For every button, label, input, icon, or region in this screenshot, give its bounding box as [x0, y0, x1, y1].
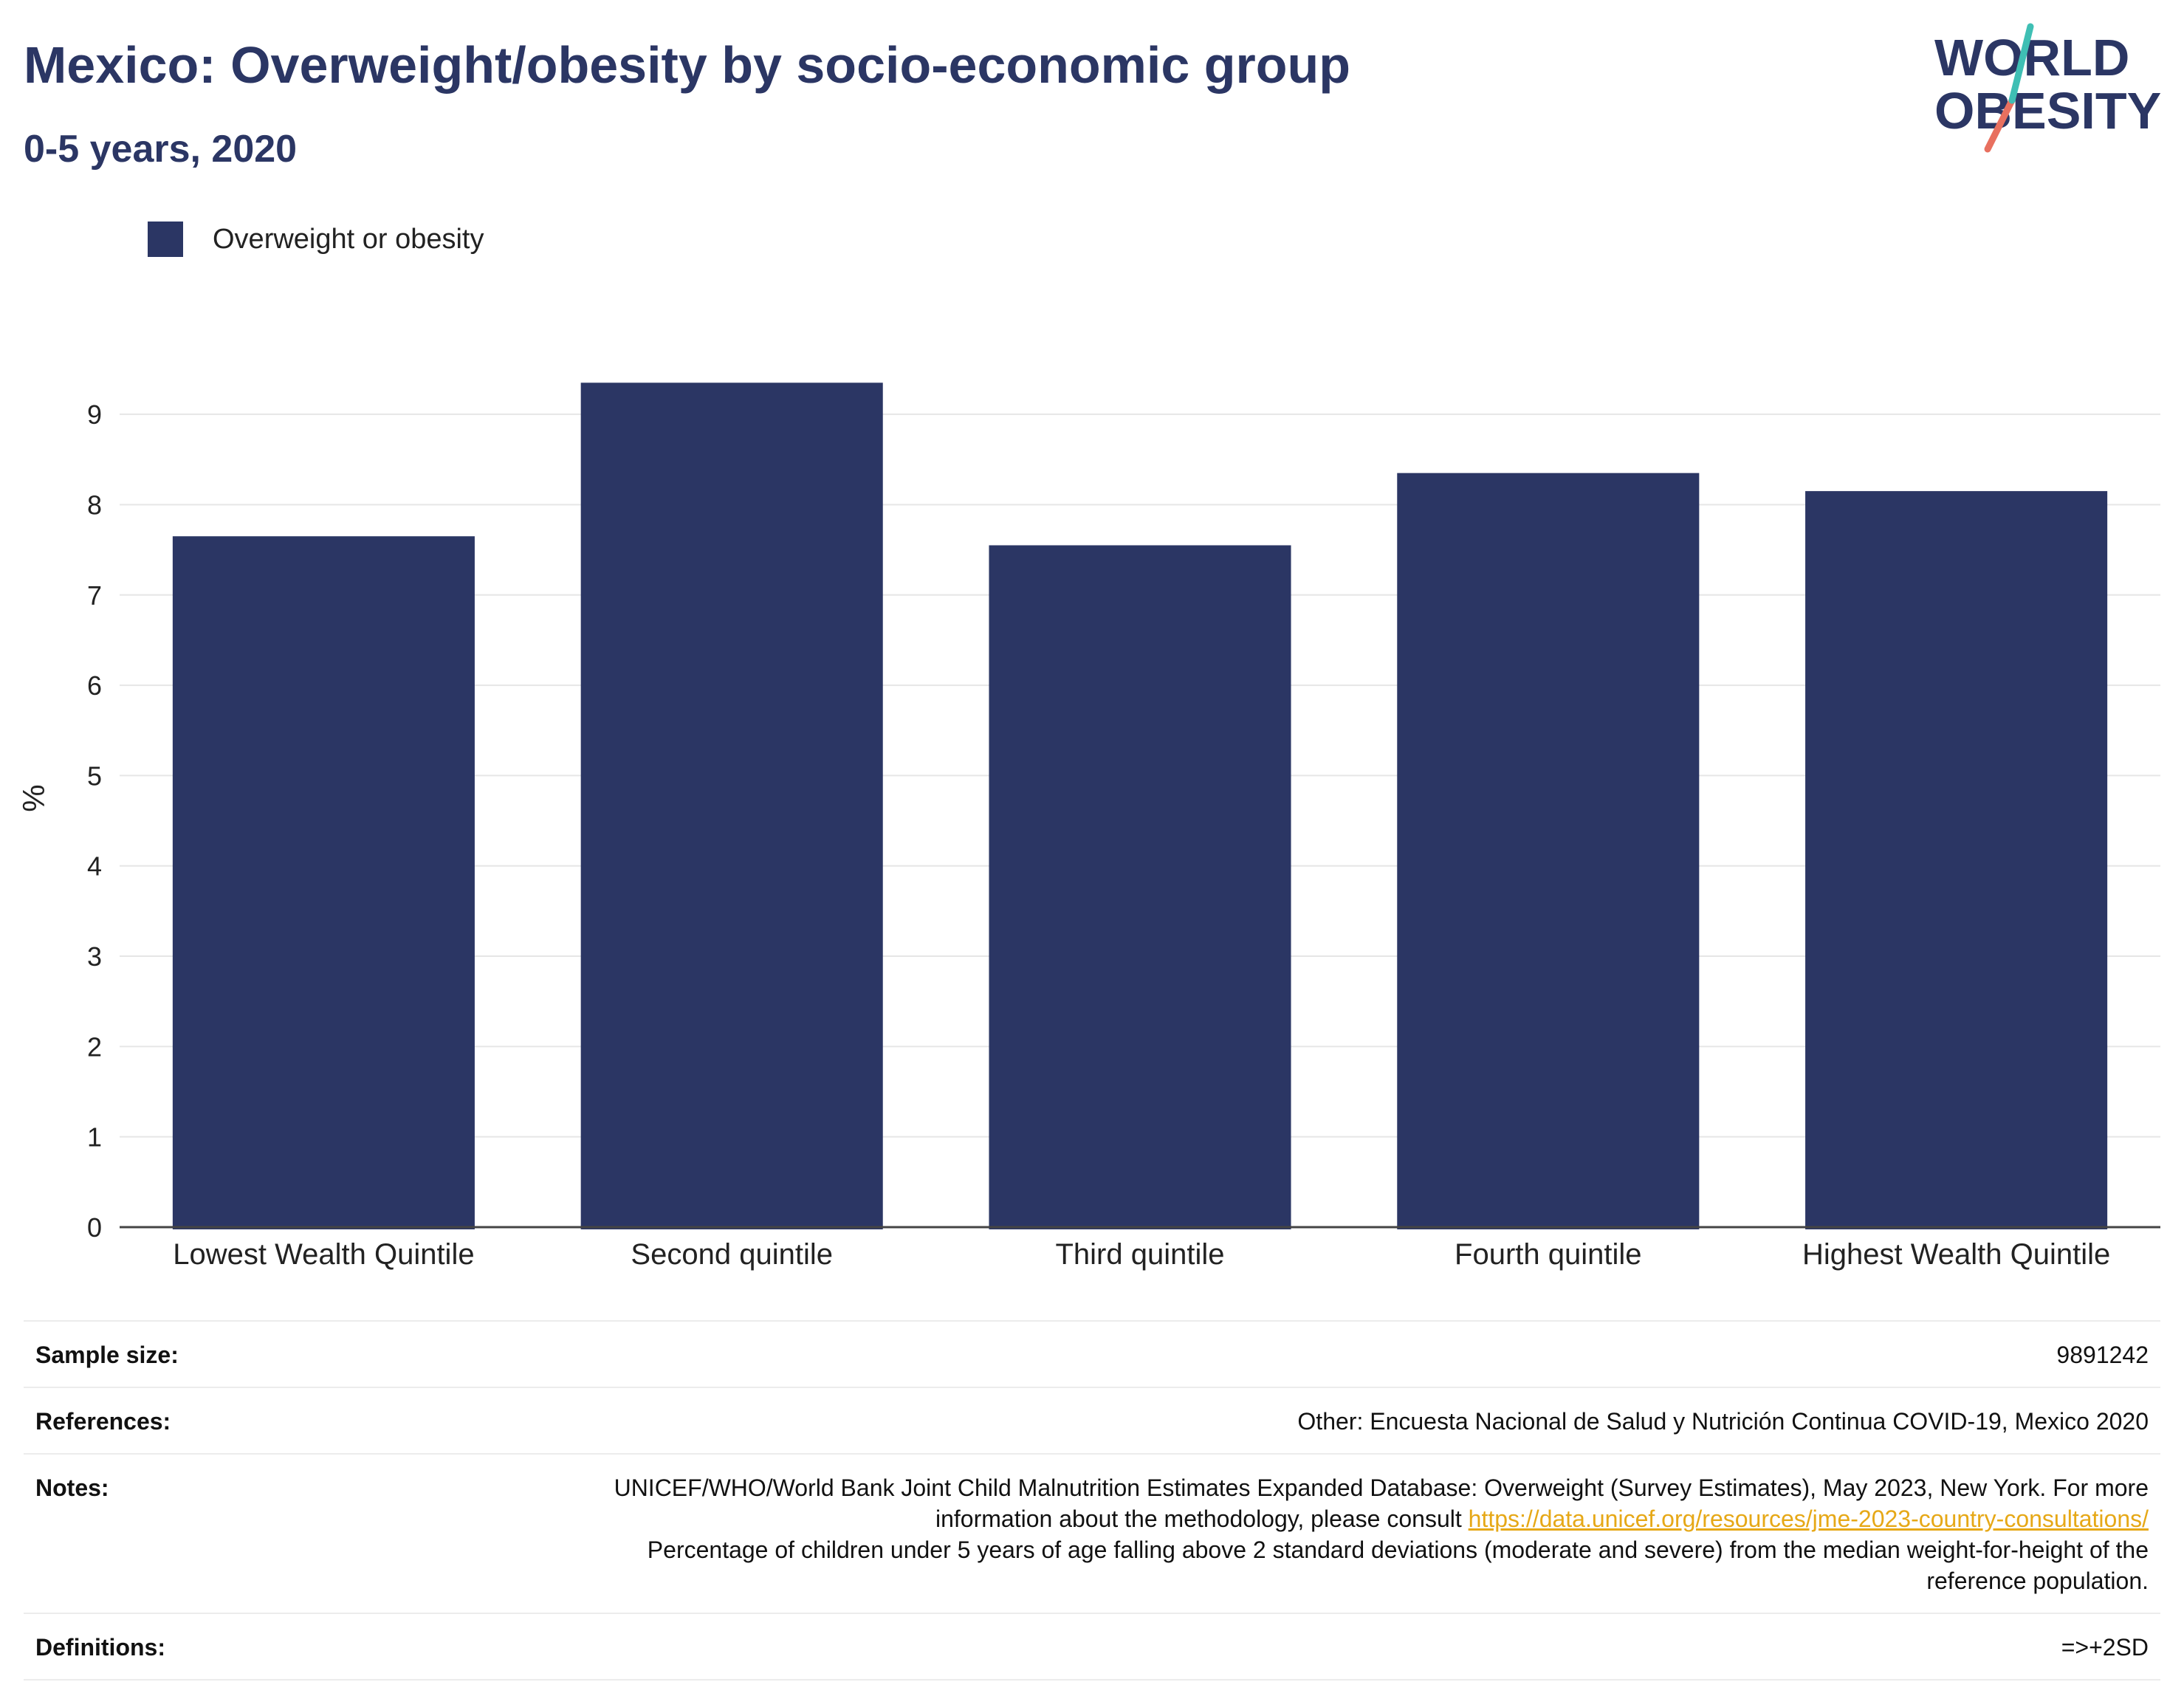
references-label: References:: [35, 1408, 171, 1435]
notes-value: UNICEF/WHO/World Bank Joint Child Malnut…: [598, 1472, 2149, 1596]
legend-label: Overweight or obesity: [213, 223, 484, 255]
x-tick-label: Fourth quintile: [1455, 1238, 1641, 1271]
info-row-references: References: Other: Encuesta Nacional de …: [24, 1388, 2160, 1455]
x-tick-label: Second quintile: [631, 1238, 833, 1271]
notes-link[interactable]: https://data.unicef.org/resources/jme-20…: [1468, 1506, 2149, 1532]
sample-size-value: 9891242: [2056, 1342, 2149, 1368]
chart-title: Mexico: Overweight/obesity by socio-econ…: [24, 36, 1350, 94]
logo-slash-teal: [2008, 23, 2034, 104]
bar: [1805, 491, 2108, 1229]
notes-label: Notes:: [35, 1474, 109, 1501]
y-tick-label: 8: [87, 490, 102, 520]
y-tick-label: 4: [87, 851, 102, 882]
y-tick-label: 1: [87, 1122, 102, 1153]
notes-text-after: Percentage of children under 5 years of …: [647, 1537, 2149, 1594]
legend-swatch: [148, 222, 183, 257]
bar: [580, 382, 883, 1229]
logo-word-world: WORLD: [1934, 29, 2129, 86]
info-table: Sample size: 9891242 References: Other: …: [24, 1320, 2160, 1680]
chart-legend[interactable]: Overweight or obesity: [148, 222, 484, 257]
bar: [989, 545, 1291, 1229]
info-row-sample-size: Sample size: 9891242: [24, 1322, 2160, 1388]
chart-subtitle: 0-5 years, 2020: [24, 128, 298, 171]
references-value: Other: Encuesta Nacional de Salud y Nutr…: [1297, 1408, 2149, 1435]
y-tick-label: 0: [87, 1212, 102, 1243]
world-obesity-logo: WORLD OBESITY: [1934, 23, 2161, 153]
info-row-notes: Notes: UNICEF/WHO/World Bank Joint Child…: [24, 1455, 2160, 1614]
y-tick-label: 5: [87, 761, 102, 791]
y-tick-label: 6: [87, 670, 102, 701]
bar-chart: 0 1 2 3 4 5 6 7 8 9% Lowest Wealth Quintile Second …: [16, 382, 2160, 1271]
x-tick-label: Third quintile: [1055, 1238, 1224, 1271]
bar: [1397, 473, 1700, 1230]
y-tick-label: 7: [87, 580, 102, 611]
x-tick-label: Highest Wealth Quintile: [1802, 1238, 2110, 1271]
x-tick-label: Lowest Wealth Quintile: [173, 1238, 474, 1271]
y-tick-label: 2: [87, 1031, 102, 1062]
notes-text-before: UNICEF/WHO/World Bank Joint Child Malnut…: [614, 1474, 2149, 1532]
y-axis-label: %: [16, 784, 51, 811]
info-row-definitions: Definitions: =>+2SD: [24, 1614, 2160, 1680]
logo-word-obesity: OBESITY: [1934, 82, 2161, 140]
y-tick-label: 9: [87, 399, 102, 430]
definitions-label: Definitions:: [35, 1634, 165, 1661]
definitions-value: =>+2SD: [2061, 1634, 2149, 1661]
sample-size-label: Sample size:: [35, 1342, 179, 1368]
bar: [172, 536, 475, 1229]
logo-slash-coral: [1984, 97, 2016, 153]
y-tick-label: 3: [87, 941, 102, 972]
